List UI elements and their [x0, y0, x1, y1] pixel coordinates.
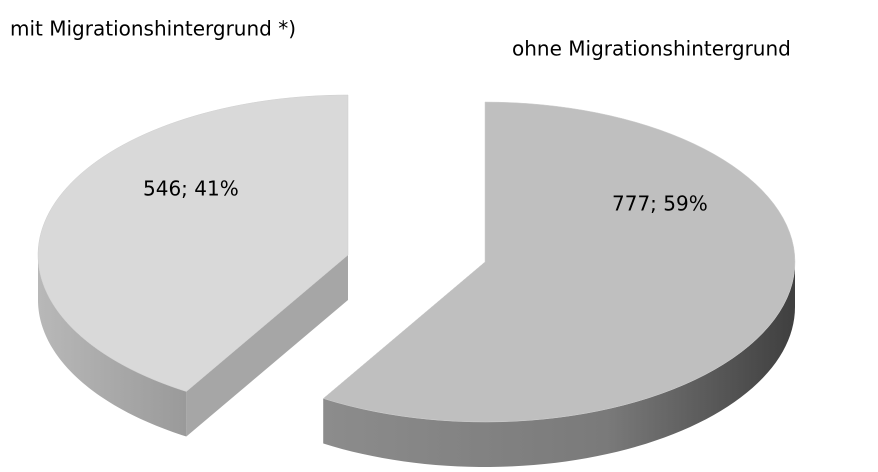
slice-side	[38, 255, 187, 437]
category-label: ohne Migrationshintergrund	[512, 37, 791, 61]
value-label: 777; 59%	[612, 192, 708, 216]
slice-side	[323, 262, 795, 467]
pie-slice	[37, 94, 349, 392]
category-label: mit Migrationshintergrund *)	[10, 17, 296, 41]
pie-slice	[322, 101, 796, 423]
value-label: 546; 41%	[143, 177, 239, 201]
slice-cut-face	[186, 255, 348, 437]
